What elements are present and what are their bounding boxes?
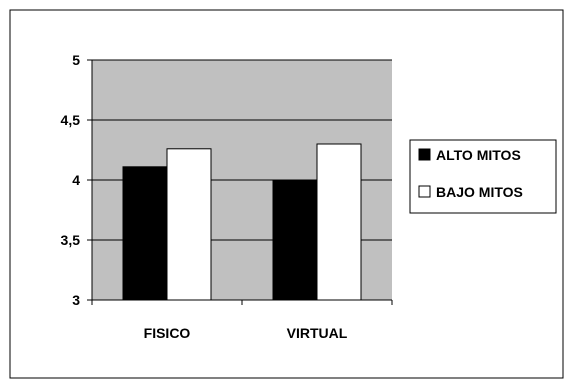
y-tick-label: 4,5	[61, 112, 81, 128]
bar-alto-mitos-fisico	[122, 166, 168, 301]
legend-box	[409, 139, 557, 214]
y-ticks: 3 3,5 4 4,5 5	[61, 52, 92, 308]
legend-swatch	[418, 185, 431, 198]
y-tick-label: 3	[72, 292, 80, 308]
bar-bajo-mitos-fisico	[166, 148, 212, 301]
y-tick-label: 5	[72, 52, 80, 68]
x-ticks: FISICO VIRTUAL	[91, 300, 393, 341]
y-tick-label: 3,5	[61, 232, 81, 248]
legend-label: ALTO MITOS	[436, 147, 521, 163]
y-tick-label: 4	[72, 172, 80, 188]
legend-swatch	[418, 148, 431, 161]
x-tick-label: FISICO	[144, 325, 191, 341]
bars	[122, 143, 362, 301]
x-tick-label: VIRTUAL	[287, 325, 348, 341]
legend-label: BAJO MITOS	[436, 184, 523, 200]
bar-bajo-mitos-virtual	[316, 143, 362, 301]
bar-alto-mitos-virtual	[272, 179, 318, 301]
legend: ALTO MITOS BAJO MITOS	[418, 147, 523, 200]
